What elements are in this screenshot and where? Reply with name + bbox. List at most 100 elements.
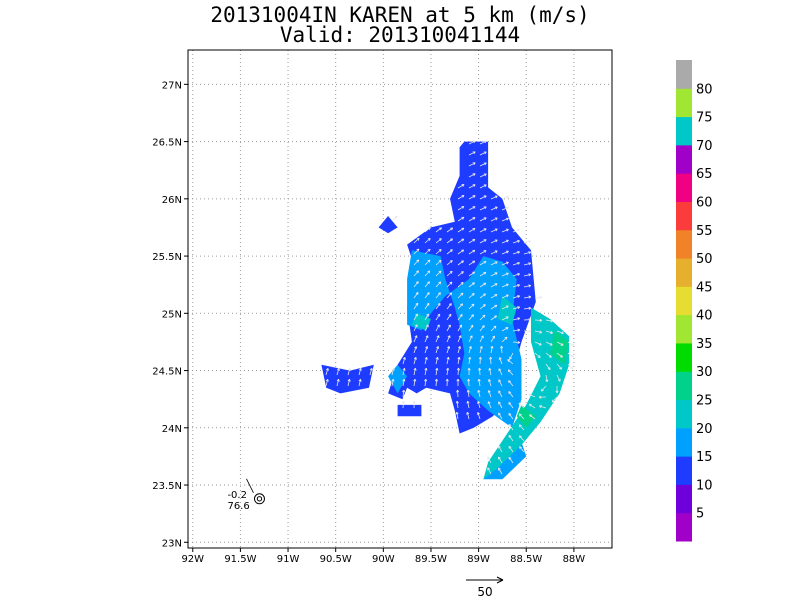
wind-vector [501, 327, 509, 332]
wind-vector [501, 261, 509, 266]
wind-vector [456, 378, 460, 387]
wind-vector [490, 272, 498, 277]
wind-vector [446, 313, 452, 321]
wind-vector [466, 411, 470, 420]
wind-vector [512, 295, 520, 299]
wind-vector [424, 281, 430, 288]
chart-subtitle: Valid: 201310041144 [279, 23, 521, 47]
wind-vector [478, 367, 482, 376]
wind-vector [325, 367, 329, 376]
wind-region-10 [397, 404, 422, 417]
wind-vector [457, 260, 464, 266]
x-tick-label: 92W [181, 554, 204, 565]
colorbar-segment [676, 342, 692, 372]
wind-vector [545, 341, 553, 346]
wind-region-20 [483, 307, 570, 480]
wind-vector [456, 389, 460, 398]
wind-vector [490, 283, 498, 288]
wind-vector [534, 352, 541, 359]
wind-region-25 [516, 404, 536, 428]
wind-vector [567, 363, 574, 370]
wind-vector [435, 238, 442, 244]
wind-vector [509, 352, 514, 360]
wind-vector [479, 304, 486, 310]
wind-vector [446, 260, 453, 266]
wind-vector [413, 237, 420, 244]
y-tick-label: 27N [162, 80, 182, 91]
wind-vector [457, 292, 464, 299]
wind-vector [424, 259, 431, 266]
wind-vector [501, 272, 509, 277]
wind-vector [457, 216, 465, 222]
wind-vector [490, 304, 498, 310]
wind-region-15 [407, 250, 522, 428]
wind-vector [413, 324, 418, 332]
wind-vector [455, 411, 459, 420]
wind-vector [498, 390, 503, 398]
wind-vector [468, 162, 476, 167]
wind-vector [512, 340, 521, 344]
wind-vector [539, 405, 547, 409]
wind-vector [424, 302, 430, 310]
wind-vector [490, 195, 498, 200]
wind-vector [512, 328, 521, 332]
wind-vector [424, 292, 430, 299]
wind-vector [468, 173, 476, 178]
x-tick-label: 88.5W [510, 554, 542, 565]
wind-vector [435, 302, 441, 310]
wind-vector [512, 283, 520, 288]
plot-frame [187, 49, 613, 549]
wind-vector [479, 195, 487, 200]
wind-vector [498, 357, 503, 365]
wind-vector [556, 341, 564, 346]
wind-vector [487, 390, 492, 398]
wind-vector [457, 346, 461, 354]
wind-vector [479, 314, 486, 321]
wind-vector [501, 206, 509, 211]
wind-vector [479, 140, 487, 145]
wind-vector [435, 259, 442, 266]
wind-vector [435, 227, 442, 233]
wind-vector [435, 335, 440, 343]
wind-vector [413, 270, 419, 277]
data-layer [321, 141, 570, 480]
wind-vector [523, 295, 532, 299]
wind-vector [479, 250, 487, 255]
wind-vector [446, 270, 453, 277]
wind-vector [523, 329, 532, 333]
colorbar-label: 60 [696, 195, 713, 210]
wind-vector [446, 227, 454, 233]
wind-vector [534, 341, 542, 346]
wind-vector [435, 281, 442, 288]
wind-vector [456, 367, 460, 376]
wind-vector [413, 281, 419, 288]
wind-vector [508, 412, 514, 420]
wind-vector [556, 330, 564, 335]
tick-layer: 92W 91.5W 91W 90.5W 90W 89.5W 89W 88.5W 88W 23N 23… [152, 80, 585, 565]
wind-vector [519, 446, 525, 453]
wind-vector [501, 239, 509, 244]
wind-vector [518, 424, 525, 431]
wind-vector [512, 228, 520, 233]
wind-vector [435, 292, 441, 299]
wind-vector [336, 378, 340, 387]
colorbar-label: 45 [696, 280, 713, 295]
wind-vector [508, 456, 514, 464]
wind-vector [556, 352, 563, 358]
wind-vector [391, 367, 395, 376]
wind-vector [508, 423, 514, 431]
wind-vector [479, 217, 487, 222]
wind-vector [487, 401, 492, 409]
wind-vector [468, 195, 476, 200]
wind-vector [523, 273, 532, 277]
wind-vector [468, 140, 476, 145]
wind-vector [413, 313, 418, 321]
x-tick-label: 89.5W [415, 554, 447, 565]
colorbar: 5 10 15 20 25 30 35 40 45 50 55 60 65 70 75 80 [676, 60, 713, 542]
wind-vector [551, 396, 558, 403]
wind-vector [434, 378, 438, 387]
y-tick-label: 24.5N [152, 367, 182, 378]
wind-vector [413, 378, 417, 387]
wind-vector [498, 368, 503, 376]
colorbar-segment [676, 314, 692, 344]
